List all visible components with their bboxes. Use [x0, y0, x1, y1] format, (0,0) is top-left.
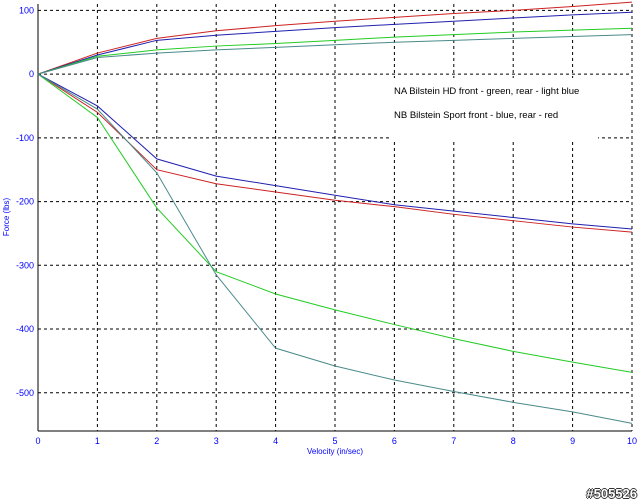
legend-box: NA Bilstein HD front - green, rear - lig…: [392, 78, 598, 142]
legend-background: [392, 78, 598, 142]
watermark: #505526: [586, 486, 637, 501]
y-tick-label-2: -100: [16, 133, 34, 143]
x-tick-label-3: 3: [214, 436, 219, 446]
x-tick-label-1: 1: [95, 436, 100, 446]
x-tick-label-0: 0: [35, 436, 40, 446]
series-line-1: [37, 11, 633, 75]
y-tick-label-1: 0: [29, 69, 34, 79]
x-axis-title: Velocity (in/sec): [307, 447, 363, 456]
y-tick-label-6: -500: [16, 388, 34, 398]
series-lines: [37, 1, 633, 424]
x-tick-label-6: 6: [392, 436, 397, 446]
series-line-5: [37, 73, 633, 233]
series-line-0: [37, 1, 633, 75]
y-tick-label-4: -300: [16, 260, 34, 270]
x-tick-label-9: 9: [570, 436, 575, 446]
x-tick-label-7: 7: [451, 436, 456, 446]
series-line-2: [37, 27, 633, 75]
legend-line-nb: NB Bilstein Sport front - blue, rear - r…: [394, 110, 558, 121]
tick-labels: 0 1 2 3 4 5 6 7 8 9 10 100 0 -100 -200 -300 -400 -500: [16, 5, 637, 446]
x-tick-label-10: 10: [627, 436, 637, 446]
x-tick-label-4: 4: [273, 436, 278, 446]
x-tick-label-5: 5: [332, 436, 337, 446]
x-tick-label-8: 8: [511, 436, 516, 446]
series-line-7: [37, 73, 633, 424]
axes: [37, 4, 632, 432]
y-tick-label-0: 100: [19, 5, 34, 15]
series-line-4: [37, 73, 633, 230]
y-tick-label-5: -400: [16, 324, 34, 334]
y-axis-title: Force (lbs): [2, 198, 11, 237]
series-line-6: [37, 73, 633, 373]
grid: [38, 4, 633, 431]
legend-line-na: NA Bilstein HD front - green, rear - lig…: [394, 86, 579, 97]
series-line-3: [37, 34, 633, 75]
x-tick-label-2: 2: [154, 436, 159, 446]
y-tick-label-3: -200: [16, 197, 34, 207]
